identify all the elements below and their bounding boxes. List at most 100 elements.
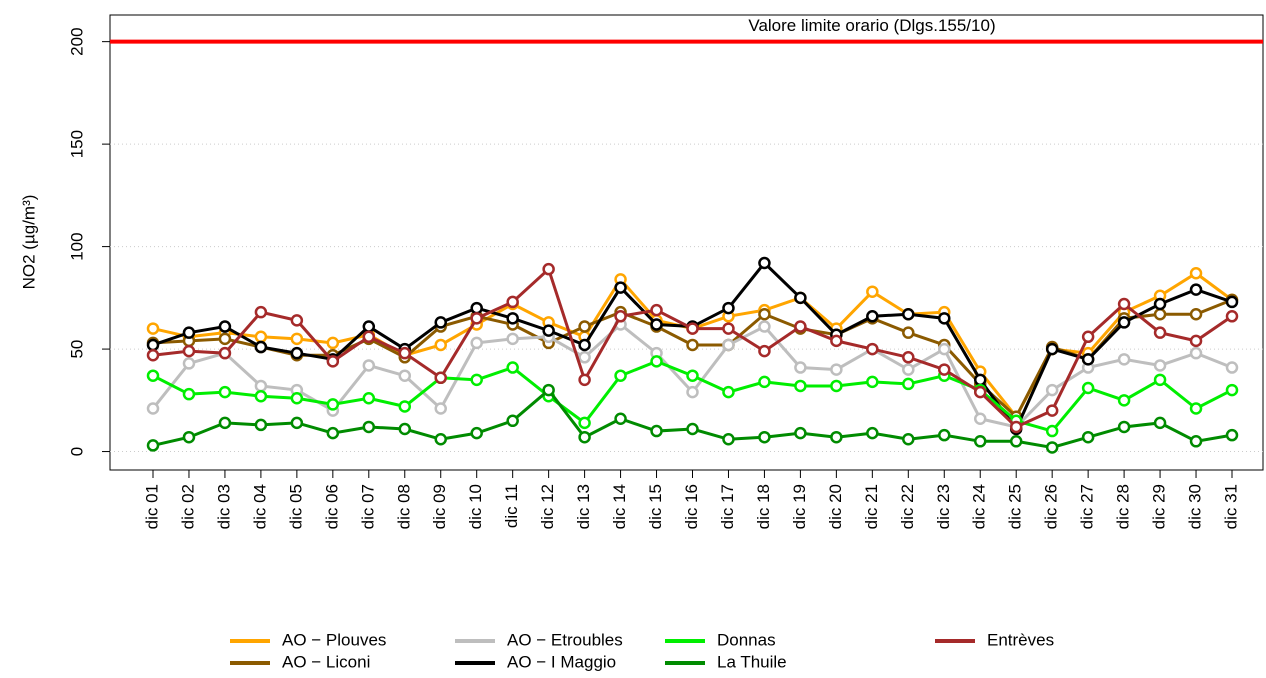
point [1153, 297, 1167, 311]
point [866, 285, 879, 298]
point [1009, 435, 1023, 448]
point [758, 344, 771, 358]
point [902, 433, 915, 446]
x-tick-label: dic 05 [286, 484, 305, 529]
point [542, 262, 555, 276]
x-tick-label: dic 19 [790, 484, 809, 529]
point [326, 398, 340, 411]
point [938, 342, 951, 356]
point [218, 416, 232, 430]
point [218, 385, 232, 399]
point [758, 320, 771, 333]
point [218, 320, 232, 333]
point [506, 414, 519, 428]
point [254, 330, 268, 344]
point [650, 318, 663, 331]
x-tick-label: dic 29 [1150, 484, 1169, 529]
point [434, 316, 447, 329]
point [650, 424, 663, 438]
point [542, 383, 555, 397]
point [758, 375, 771, 389]
point [182, 326, 196, 339]
legend-label: Donnas [717, 630, 776, 649]
x-tick-label: dic 01 [142, 484, 161, 529]
limit-label: Valore limite orario (Dlgs.155/10) [748, 16, 995, 35]
x-tick-label: dic 23 [934, 484, 953, 529]
point [614, 310, 627, 323]
point [722, 301, 735, 315]
x-tick-label: dic 11 [502, 484, 521, 528]
point [470, 336, 483, 350]
point [1189, 402, 1203, 415]
point [1009, 420, 1023, 434]
point [830, 430, 843, 444]
point [362, 330, 376, 344]
point [722, 338, 735, 352]
point [938, 312, 951, 325]
x-tick-label: dic 21 [862, 484, 881, 529]
x-tick-label: dic 20 [826, 484, 845, 529]
point [434, 433, 447, 446]
point [146, 348, 160, 362]
point [1117, 297, 1131, 311]
point [1225, 383, 1239, 397]
point [146, 322, 160, 335]
point [506, 295, 519, 309]
point [434, 402, 447, 415]
point [290, 314, 304, 327]
x-tick-label: dic 17 [718, 484, 737, 529]
point [758, 307, 771, 321]
point [1081, 353, 1095, 366]
point [254, 379, 268, 393]
point [686, 322, 699, 335]
point [866, 342, 879, 356]
x-tick-label: dic 22 [898, 484, 917, 529]
x-tick-label: dic 09 [430, 484, 449, 529]
point [722, 322, 735, 335]
point [398, 422, 412, 436]
point [218, 346, 232, 360]
point [254, 340, 268, 354]
point [1189, 435, 1203, 448]
point [686, 369, 699, 382]
point [973, 373, 987, 387]
point [470, 373, 483, 387]
x-tick-label: dic 06 [322, 484, 341, 529]
x-tick-label: dic 28 [1114, 484, 1133, 529]
point [254, 418, 268, 432]
x-tick-label: dic 04 [250, 484, 269, 529]
point [326, 426, 340, 440]
point [1081, 430, 1095, 444]
point [1153, 307, 1167, 321]
x-tick-label: dic 30 [1186, 484, 1205, 529]
point [1045, 383, 1059, 397]
point [902, 307, 915, 321]
x-tick-label: dic 08 [394, 484, 413, 529]
point [1081, 381, 1095, 395]
point [578, 338, 591, 352]
plot-frame [109, 14, 1264, 471]
point [686, 385, 699, 399]
point [650, 303, 663, 317]
point [1225, 295, 1239, 309]
legend-label: La Thuile [717, 652, 787, 671]
point [470, 301, 483, 315]
legend-label: AO − Plouves [282, 630, 386, 649]
point [146, 439, 160, 452]
x-tick-label: dic 31 [1221, 484, 1240, 529]
point [434, 338, 447, 352]
point [290, 332, 304, 346]
point [1153, 359, 1167, 372]
point [398, 400, 412, 413]
point [362, 420, 376, 434]
point [1189, 266, 1203, 280]
point [1153, 416, 1167, 430]
point [506, 332, 519, 346]
point [578, 373, 591, 387]
point [1045, 404, 1059, 417]
point [614, 412, 627, 426]
point [1045, 342, 1059, 356]
point [326, 336, 340, 350]
point [1045, 441, 1059, 454]
